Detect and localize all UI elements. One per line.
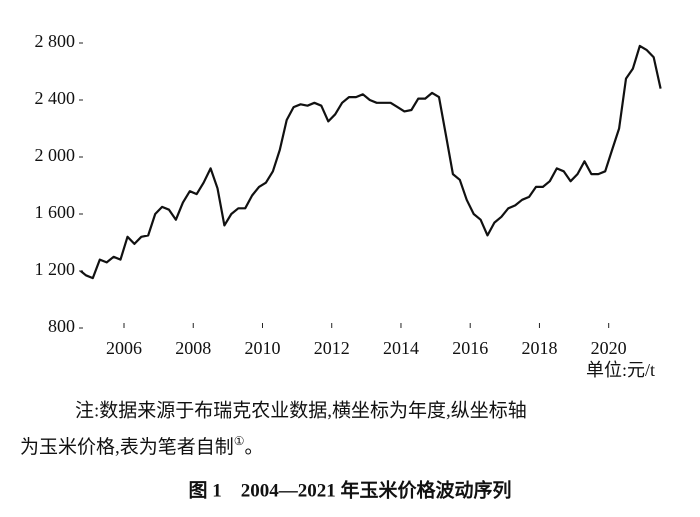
x-tick-label: 2018 xyxy=(521,338,557,358)
note-text: 为玉米价格,表为笔者自制 xyxy=(20,436,234,458)
x-tick-label: 2010 xyxy=(244,338,280,358)
x-tick-label: 2020 xyxy=(591,338,627,358)
x-tick-label: 2014 xyxy=(383,338,419,358)
y-tick-label: 2 400 xyxy=(35,88,76,108)
x-tick-label: 2006 xyxy=(106,338,142,358)
note-line: 注:数据来源于布瑞克农业数据,横坐标为年度,纵坐标轴 xyxy=(75,399,527,421)
price-line xyxy=(79,44,662,280)
y-tick-label: 1 600 xyxy=(35,202,76,222)
y-tick-label: 2 800 xyxy=(35,31,76,51)
caption: 图 1 2004—2021 年玉米价格波动序列 xyxy=(188,478,511,501)
note-end: 。 xyxy=(245,437,264,458)
note-mark: ① xyxy=(234,434,245,448)
y-tick-label: 800 xyxy=(48,316,75,336)
unit-label: 单位:元/t xyxy=(586,360,655,380)
x-tick-label: 2008 xyxy=(175,338,211,358)
y-tick-label: 2 000 xyxy=(35,145,76,165)
note-line: 为玉米价格,表为笔者自制①。 xyxy=(20,434,264,459)
x-tick-label: 2012 xyxy=(314,338,350,358)
x-tick-label: 2016 xyxy=(452,338,488,358)
y-tick-label: 1 200 xyxy=(35,259,76,279)
